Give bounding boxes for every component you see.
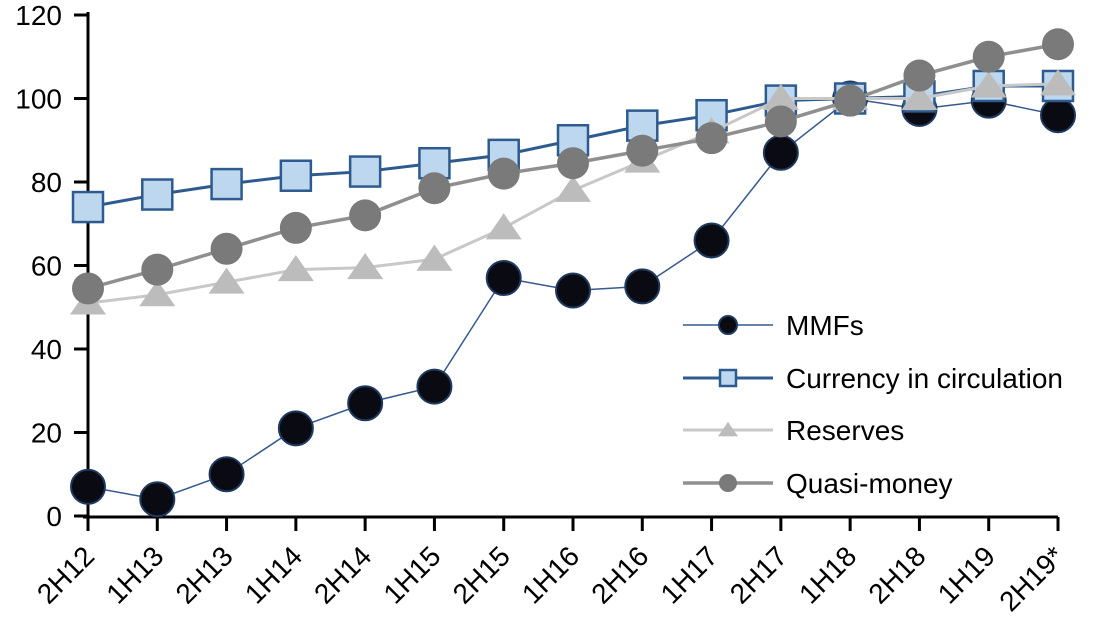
x-tick-label: 1H16 xyxy=(516,540,585,609)
marker-mmfs xyxy=(693,222,730,259)
marker-reserves xyxy=(970,71,1007,98)
marker-reserves xyxy=(277,255,314,282)
legend-marker-reserves xyxy=(718,421,738,437)
marker-reserves xyxy=(1040,69,1076,96)
marker-quasi-money xyxy=(903,59,936,92)
x-tick-label: 2H14 xyxy=(308,540,377,609)
marker-currency-in-circulation xyxy=(348,155,382,188)
marker-quasi-money xyxy=(487,157,520,190)
marker-reserves xyxy=(139,280,176,307)
marker-quasi-money xyxy=(834,84,867,117)
x-tick-label: 1H13 xyxy=(100,540,169,609)
marker-reserves xyxy=(901,83,938,110)
marker-currency-in-circulation xyxy=(210,167,243,201)
legend-marker-mmfs xyxy=(718,315,738,335)
legend-label-reserves: Reserves xyxy=(786,415,904,446)
marker-mmfs xyxy=(70,468,106,505)
marker-mmfs xyxy=(347,385,384,422)
marker-mmfs xyxy=(139,481,176,518)
marker-reserves xyxy=(485,213,522,240)
marker-quasi-money xyxy=(695,122,728,155)
marker-mmfs xyxy=(624,268,661,305)
marker-quasi-money xyxy=(972,40,1005,73)
marker-reserves xyxy=(762,83,799,110)
marker-quasi-money xyxy=(557,147,589,180)
y-tick-label: 40 xyxy=(31,334,62,365)
marker-quasi-money xyxy=(279,211,312,244)
marker-quasi-money xyxy=(141,253,174,286)
x-tick-label: 1H18 xyxy=(793,540,862,609)
marker-quasi-money xyxy=(418,172,451,205)
legend-label-quasi-money: Quasi-money xyxy=(786,468,953,499)
marker-mmfs xyxy=(762,134,799,171)
y-tick-label: 120 xyxy=(15,0,62,31)
marker-reserves xyxy=(555,175,591,202)
marker-reserves xyxy=(416,244,453,271)
marker-reserves xyxy=(347,252,384,280)
marker-quasi-money xyxy=(626,134,659,167)
marker-mmfs xyxy=(208,456,245,493)
x-tick-label: 1H14 xyxy=(239,540,308,609)
legend-label-currency-in-circulation: Currency in circulation xyxy=(786,363,1063,394)
marker-quasi-money xyxy=(764,105,797,138)
y-tick-label: 20 xyxy=(31,418,62,449)
x-tick-label: 2H13 xyxy=(170,540,239,609)
marker-quasi-money xyxy=(1042,28,1074,61)
x-tick-label: 2H17 xyxy=(724,540,793,609)
marker-mmfs xyxy=(416,368,453,405)
x-tick-label: 1H15 xyxy=(377,540,446,609)
marker-reserves xyxy=(208,267,245,294)
legend-marker-quasi-money xyxy=(719,474,737,492)
legend-marker-currency-in-circulation xyxy=(718,368,738,388)
marker-currency-in-circulation xyxy=(279,159,313,192)
marker-mmfs xyxy=(555,272,591,309)
marker-currency-in-circulation xyxy=(141,178,174,211)
marker-currency-in-circulation xyxy=(71,190,105,224)
marker-mmfs xyxy=(277,410,314,447)
y-tick-label: 80 xyxy=(31,167,62,198)
x-tick-label: 2H15 xyxy=(447,540,516,609)
legend-label-mmfs: MMFs xyxy=(786,310,864,341)
y-tick-label: 0 xyxy=(46,501,62,532)
marker-quasi-money xyxy=(349,199,382,232)
y-tick-label: 100 xyxy=(15,84,62,115)
x-tick-label: 2H12 xyxy=(31,540,100,609)
x-tick-label: 2H19* xyxy=(993,540,1070,617)
marker-quasi-money xyxy=(72,272,104,305)
marker-mmfs xyxy=(1040,97,1076,134)
marker-mmfs xyxy=(485,260,522,297)
x-tick-label: 2H16 xyxy=(585,540,654,609)
x-tick-label: 2H18 xyxy=(862,540,931,609)
x-tick-label: 1H19 xyxy=(932,540,1001,609)
marker-quasi-money xyxy=(210,232,243,265)
y-tick-label: 60 xyxy=(31,251,62,282)
x-tick-label: 1H17 xyxy=(655,540,724,609)
